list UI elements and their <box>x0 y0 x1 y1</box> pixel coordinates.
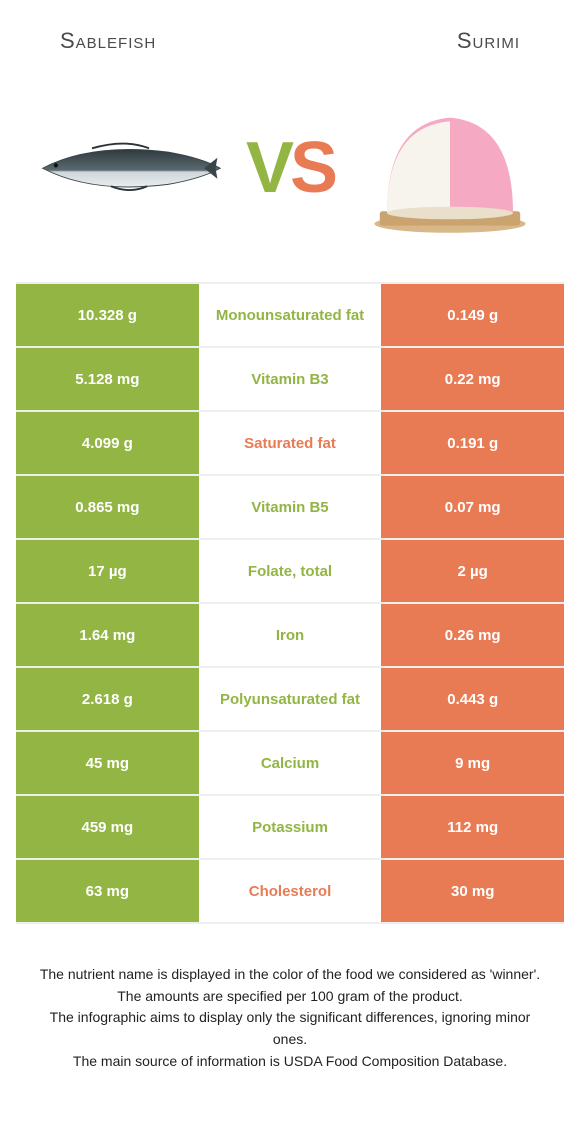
cell-left-value: 17 µg <box>16 540 199 604</box>
cell-nutrient-label: Potassium <box>199 796 382 860</box>
cell-nutrient-label: Vitamin B5 <box>199 476 382 540</box>
footnote-line: The main source of information is USDA F… <box>34 1051 546 1073</box>
vs-s: S <box>290 132 334 204</box>
cell-left-value: 10.328 g <box>16 284 199 348</box>
image-sablefish <box>30 78 230 258</box>
footnote-line: The infographic aims to display only the… <box>34 1007 546 1050</box>
vs-label: VS <box>230 132 350 204</box>
cell-nutrient-label: Cholesterol <box>199 860 382 924</box>
cell-left-value: 5.128 mg <box>16 348 199 412</box>
cell-left-value: 45 mg <box>16 732 199 796</box>
cell-nutrient-label: Monounsaturated fat <box>199 284 382 348</box>
table-row: 5.128 mgVitamin B30.22 mg <box>16 348 564 412</box>
cell-left-value: 459 mg <box>16 796 199 860</box>
header: Sablefish Surimi <box>0 0 580 64</box>
cell-left-value: 63 mg <box>16 860 199 924</box>
nutrient-table: 10.328 gMonounsaturated fat0.149 g5.128 … <box>16 282 564 924</box>
table-row: 1.64 mgIron0.26 mg <box>16 604 564 668</box>
surimi-icon <box>360 96 540 240</box>
footnote-line: The nutrient name is displayed in the co… <box>34 964 546 986</box>
cell-right-value: 30 mg <box>381 860 564 924</box>
heading-right: Surimi <box>457 28 520 54</box>
vs-v: V <box>246 132 290 204</box>
footnote-line: The amounts are specified per 100 gram o… <box>34 986 546 1008</box>
cell-right-value: 0.443 g <box>381 668 564 732</box>
table-row: 17 µgFolate, total2 µg <box>16 540 564 604</box>
fish-icon <box>35 135 225 202</box>
cell-right-value: 0.07 mg <box>381 476 564 540</box>
table-row: 4.099 gSaturated fat0.191 g <box>16 412 564 476</box>
table-row: 10.328 gMonounsaturated fat0.149 g <box>16 284 564 348</box>
cell-right-value: 0.22 mg <box>381 348 564 412</box>
heading-left: Sablefish <box>60 28 156 54</box>
cell-left-value: 2.618 g <box>16 668 199 732</box>
cell-nutrient-label: Vitamin B3 <box>199 348 382 412</box>
cell-left-value: 4.099 g <box>16 412 199 476</box>
hero-row: VS <box>0 64 580 282</box>
cell-nutrient-label: Iron <box>199 604 382 668</box>
cell-right-value: 9 mg <box>381 732 564 796</box>
table-row: 459 mgPotassium112 mg <box>16 796 564 860</box>
image-surimi <box>350 78 550 258</box>
cell-right-value: 0.26 mg <box>381 604 564 668</box>
cell-right-value: 0.191 g <box>381 412 564 476</box>
cell-right-value: 112 mg <box>381 796 564 860</box>
table-row: 2.618 gPolyunsaturated fat0.443 g <box>16 668 564 732</box>
cell-left-value: 0.865 mg <box>16 476 199 540</box>
cell-right-value: 0.149 g <box>381 284 564 348</box>
cell-right-value: 2 µg <box>381 540 564 604</box>
cell-left-value: 1.64 mg <box>16 604 199 668</box>
cell-nutrient-label: Saturated fat <box>199 412 382 476</box>
table-row: 63 mgCholesterol30 mg <box>16 860 564 924</box>
cell-nutrient-label: Folate, total <box>199 540 382 604</box>
table-row: 0.865 mgVitamin B50.07 mg <box>16 476 564 540</box>
table-row: 45 mgCalcium9 mg <box>16 732 564 796</box>
cell-nutrient-label: Polyunsaturated fat <box>199 668 382 732</box>
cell-nutrient-label: Calcium <box>199 732 382 796</box>
footnotes: The nutrient name is displayed in the co… <box>0 964 580 1072</box>
